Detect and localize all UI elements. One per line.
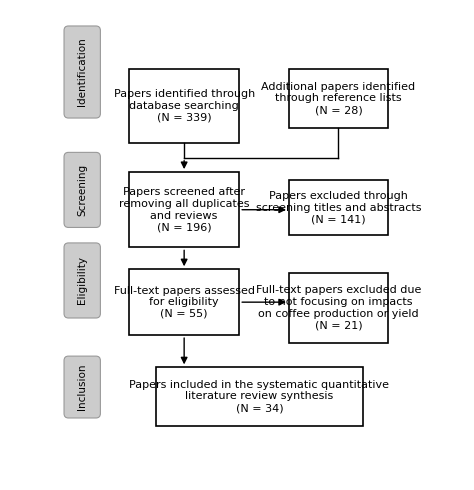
FancyBboxPatch shape	[64, 243, 100, 318]
Text: Additional papers identified
through reference lists
(N = 28): Additional papers identified through ref…	[261, 82, 416, 115]
FancyBboxPatch shape	[129, 269, 239, 335]
Text: Papers included in the systematic quantitative
literature review synthesis
(N = : Papers included in the systematic quanti…	[129, 380, 390, 413]
Text: Eligibility: Eligibility	[77, 256, 87, 304]
FancyBboxPatch shape	[129, 69, 239, 143]
FancyBboxPatch shape	[155, 367, 363, 426]
FancyBboxPatch shape	[64, 152, 100, 227]
FancyBboxPatch shape	[289, 180, 388, 235]
Text: Identification: Identification	[77, 38, 87, 106]
Text: Screening: Screening	[77, 164, 87, 216]
Text: Full-text papers assessed
for eligibility
(N = 55): Full-text papers assessed for eligibilit…	[114, 286, 255, 319]
Text: Inclusion: Inclusion	[77, 364, 87, 410]
Text: Papers screened after
removing all duplicates
and reviews
(N = 196): Papers screened after removing all dupli…	[119, 187, 249, 232]
FancyBboxPatch shape	[289, 273, 388, 343]
FancyBboxPatch shape	[129, 172, 239, 247]
Text: Papers identified through
database searching
(N = 339): Papers identified through database searc…	[114, 89, 255, 122]
FancyBboxPatch shape	[64, 26, 100, 118]
FancyBboxPatch shape	[289, 69, 388, 128]
Text: Papers excluded through
screening titles and abstracts
(N = 141): Papers excluded through screening titles…	[255, 191, 421, 224]
FancyBboxPatch shape	[64, 356, 100, 418]
Text: Full-text papers excluded due
to not focusing on impacts
on coffee production or: Full-text papers excluded due to not foc…	[256, 285, 421, 330]
